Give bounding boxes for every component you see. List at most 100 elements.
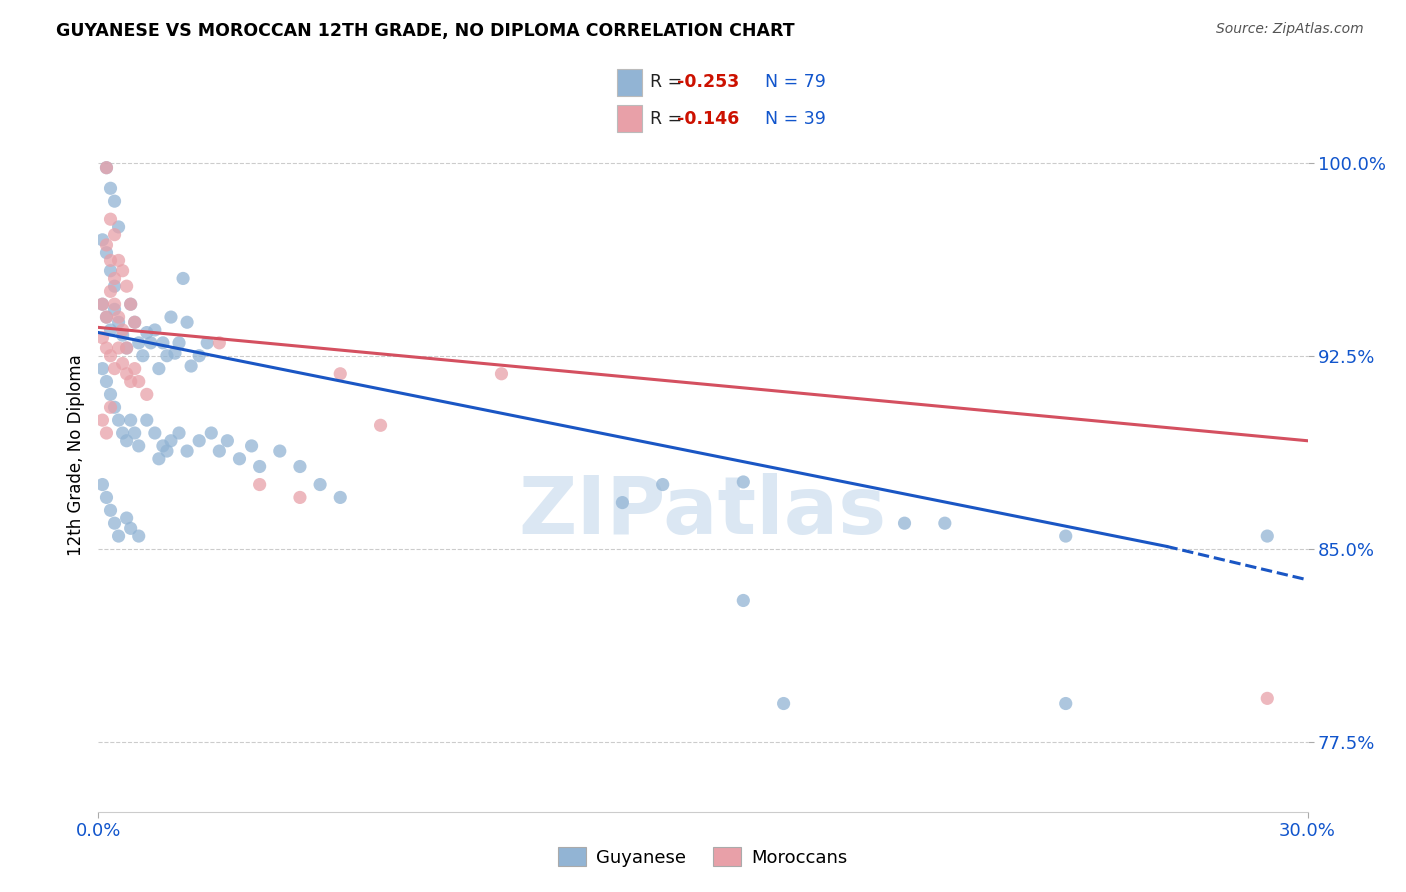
Point xyxy=(200,425,222,440)
Point xyxy=(172,271,194,285)
Point xyxy=(96,425,118,440)
Point xyxy=(176,444,198,458)
Point xyxy=(111,264,134,278)
Point xyxy=(269,444,291,458)
Point xyxy=(180,359,202,373)
Point xyxy=(91,297,114,311)
Point xyxy=(148,361,170,376)
Point xyxy=(96,161,118,175)
Point xyxy=(167,335,190,350)
Point xyxy=(96,310,118,324)
Point xyxy=(103,194,125,209)
Point xyxy=(96,491,118,505)
Point xyxy=(176,315,198,329)
Text: ZIPatlas: ZIPatlas xyxy=(519,473,887,551)
Point xyxy=(132,349,155,363)
Point xyxy=(124,315,146,329)
Point xyxy=(148,451,170,466)
Point xyxy=(107,253,129,268)
Point xyxy=(188,434,211,448)
Point xyxy=(103,361,125,376)
Point xyxy=(103,302,125,317)
Point xyxy=(240,439,263,453)
Point xyxy=(91,361,114,376)
Point xyxy=(107,310,129,324)
Point xyxy=(612,495,634,509)
Point xyxy=(103,401,125,415)
Point xyxy=(100,503,122,517)
Point xyxy=(107,341,129,355)
Point xyxy=(107,529,129,543)
Point xyxy=(167,425,190,440)
Text: -0.253: -0.253 xyxy=(678,73,740,91)
Point xyxy=(329,367,352,381)
Point xyxy=(124,361,146,376)
Point xyxy=(370,418,392,433)
Point xyxy=(100,349,122,363)
Point xyxy=(96,245,118,260)
Text: N = 39: N = 39 xyxy=(765,110,825,128)
Point xyxy=(152,335,174,350)
Point xyxy=(1256,691,1278,706)
Point xyxy=(115,279,138,293)
Point xyxy=(128,439,150,453)
Point xyxy=(491,367,513,381)
Point xyxy=(120,521,142,535)
Point xyxy=(111,323,134,337)
Point xyxy=(103,516,125,531)
Point xyxy=(96,310,118,324)
Point xyxy=(115,367,138,381)
Point xyxy=(128,375,150,389)
Point xyxy=(91,297,114,311)
Point xyxy=(103,271,125,285)
Point xyxy=(228,451,250,466)
Point xyxy=(103,227,125,242)
Point xyxy=(120,413,142,427)
Point xyxy=(100,401,122,415)
Point xyxy=(91,331,114,345)
Point xyxy=(111,328,134,343)
Point xyxy=(107,219,129,234)
Legend: Guyanese, Moroccans: Guyanese, Moroccans xyxy=(551,840,855,874)
Point xyxy=(195,335,218,350)
Point xyxy=(135,326,157,340)
Point xyxy=(160,310,183,324)
Point xyxy=(128,335,150,350)
Point xyxy=(217,434,239,448)
Point xyxy=(1256,529,1278,543)
FancyBboxPatch shape xyxy=(617,105,641,132)
Text: -0.146: -0.146 xyxy=(678,110,740,128)
Point xyxy=(135,413,157,427)
Point xyxy=(120,297,142,311)
Point xyxy=(91,477,114,491)
Point xyxy=(96,238,118,252)
Point xyxy=(115,341,138,355)
Point xyxy=(124,315,146,329)
Point xyxy=(91,233,114,247)
Point xyxy=(156,444,179,458)
Point xyxy=(100,253,122,268)
Point xyxy=(772,697,794,711)
Point xyxy=(111,425,134,440)
Point xyxy=(115,434,138,448)
Text: GUYANESE VS MOROCCAN 12TH GRADE, NO DIPLOMA CORRELATION CHART: GUYANESE VS MOROCCAN 12TH GRADE, NO DIPL… xyxy=(56,22,794,40)
Point xyxy=(100,285,122,299)
Point xyxy=(96,375,118,389)
Point xyxy=(156,349,179,363)
Point xyxy=(135,387,157,401)
Point xyxy=(103,279,125,293)
FancyBboxPatch shape xyxy=(617,69,641,95)
Point xyxy=(107,315,129,329)
Point xyxy=(96,341,118,355)
Point xyxy=(107,413,129,427)
Point xyxy=(115,511,138,525)
Point xyxy=(329,491,352,505)
Point xyxy=(103,297,125,311)
Point xyxy=(152,439,174,453)
Point xyxy=(733,475,755,489)
Point xyxy=(91,413,114,427)
Point xyxy=(288,459,311,474)
Point xyxy=(249,477,271,491)
Point xyxy=(309,477,332,491)
Point xyxy=(100,323,122,337)
